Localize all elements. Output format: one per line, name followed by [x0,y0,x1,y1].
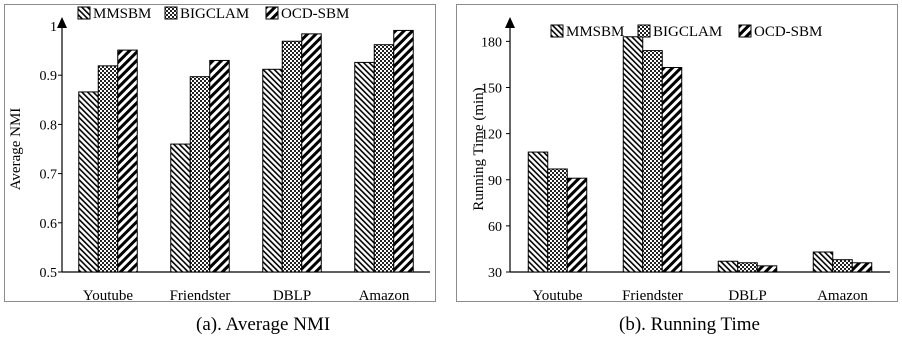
legend-swatch [637,24,651,38]
bar [209,59,230,273]
legend-swatch [77,6,91,20]
y-axis-label: Average NMI [8,108,24,191]
x-category-label: Friendster [622,288,683,304]
panel-border [456,4,898,302]
bar [262,68,283,273]
y-axis-arrow [505,17,515,28]
bar [97,65,119,273]
x-category-label: Amazon [359,288,410,304]
y-tick-label: 30 [488,266,502,281]
bar [566,177,588,273]
x-category-label: DBLP [273,288,311,304]
bar [281,40,303,273]
x-category-label: Friendster [170,288,231,304]
bar [737,262,758,273]
caption-running-time: (b). Running Time [619,314,760,335]
y-tick-label: 60 [488,220,502,235]
legend-swatch [738,24,752,38]
bar [354,61,375,273]
bar [851,262,873,273]
panel-border [4,4,436,302]
bar [812,251,834,273]
legend-label: OCD-SBM [754,24,822,40]
bar [170,143,191,273]
bar [642,50,663,273]
x-category-label: DBLP [728,288,766,304]
x-category-label: Youtube [532,288,582,304]
legend-swatch [265,6,279,20]
y-tick-label: 90 [488,174,502,189]
legend-label: MMSBM [566,24,624,40]
bar [832,259,853,273]
bar [717,260,739,273]
chart-panel-running-time: 30 60 90 120 150 180 Running Time (min) Youtube… [456,4,898,304]
legend-label: BIGCLAM [180,6,249,22]
bar [622,36,644,273]
bar [527,151,549,273]
legend-swatch [164,6,178,20]
bar [117,49,138,273]
y-tick-label: 0.9 [40,69,58,84]
y-tick-label: 1 [50,20,57,35]
bar [547,168,568,273]
chart-panel-nmi: 0.5 0.6 0.7 0.8 0.9 1 Average NMI Youtube Friend… [4,4,436,304]
y-tick-label: 180 [481,35,502,50]
y-tick-label: 120 [481,128,502,143]
y-tick-label: 0.5 [40,266,58,281]
bar [78,91,99,273]
y-axis-arrow [57,17,67,28]
legend-label: OCD-SBM [281,6,349,22]
bar [393,29,414,273]
y-axis-label: Running Time (min) [471,87,487,210]
y-tick-label: 0.8 [40,118,58,133]
bar [756,265,778,273]
legend-swatch [550,24,564,38]
bar [301,33,322,273]
y-tick-label: 0.6 [40,217,58,232]
bar [373,44,395,273]
legend-label: MMSBM [93,6,151,22]
legend-label: BIGCLAM [653,24,722,40]
bar [189,76,211,273]
x-category-label: Amazon [817,288,868,304]
bar [661,67,683,273]
x-category-label: Youtube [83,288,133,304]
y-tick-label: 0.7 [40,168,58,183]
y-tick-label: 150 [481,82,502,97]
caption-average-nmi: (a). Average NMI [196,314,331,335]
